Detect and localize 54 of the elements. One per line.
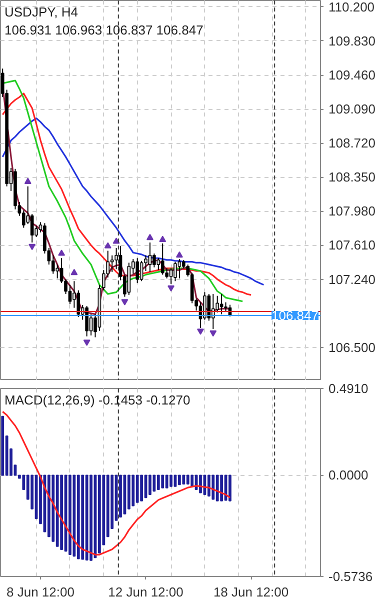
point bbox=[210, 330, 217, 337]
y-tick-label: 108.720 bbox=[328, 136, 376, 151]
candlestick bbox=[148, 242, 152, 272]
y-tick-label: 107.980 bbox=[328, 204, 376, 219]
candlestick bbox=[152, 253, 156, 268]
point bbox=[197, 328, 204, 335]
x-tick-label: 12 Jun 12:00 bbox=[108, 584, 184, 600]
candlestick bbox=[156, 258, 160, 271]
point bbox=[168, 285, 175, 292]
y-tick-label: 109.460 bbox=[328, 68, 376, 83]
candlestick bbox=[56, 264, 60, 279]
candlestick bbox=[224, 302, 228, 312]
point bbox=[176, 251, 183, 258]
candlestick bbox=[160, 242, 164, 276]
point bbox=[112, 238, 120, 244]
point bbox=[83, 340, 90, 346]
candlestick bbox=[51, 254, 55, 274]
y-tick-label: 109.830 bbox=[328, 33, 376, 48]
candlestick bbox=[68, 284, 72, 305]
point bbox=[121, 299, 128, 306]
chart-title: MACD(12,26,9) -0.1453 -0.1270 bbox=[4, 392, 190, 408]
candlestick bbox=[203, 292, 206, 320]
point bbox=[58, 250, 66, 256]
y-tick-label: 108.350 bbox=[328, 170, 376, 185]
candlestick bbox=[76, 290, 80, 318]
candlestick bbox=[22, 210, 26, 228]
x-tick-label: 18 Jun 12:00 bbox=[213, 584, 289, 600]
point bbox=[24, 178, 32, 184]
y-tick-label: 0.0000 bbox=[328, 468, 368, 483]
candlestick bbox=[220, 294, 224, 315]
y-tick-label: 106.500 bbox=[328, 340, 376, 355]
y-tick-label: 107.610 bbox=[328, 238, 376, 253]
line-series bbox=[2, 117, 264, 286]
chart-title: USDJPY, H4 bbox=[4, 4, 78, 20]
point bbox=[159, 236, 166, 242]
candlestick bbox=[178, 258, 182, 279]
candlestick bbox=[85, 305, 88, 337]
text: 106.931 106.963 106.837 106.847 bbox=[4, 22, 204, 38]
y-tick-label: 109.090 bbox=[328, 102, 376, 117]
candlestick bbox=[110, 254, 114, 272]
y-tick-label: -0.5736 bbox=[328, 569, 373, 584]
candlestick bbox=[136, 258, 140, 284]
y-tick-label: 110.200 bbox=[328, 0, 375, 14]
point bbox=[28, 244, 36, 250]
y-tick-label: 0.4910 bbox=[328, 381, 368, 396]
x-tick-label: 8 Jun 12:00 bbox=[6, 584, 74, 600]
point bbox=[146, 234, 154, 240]
candlestick bbox=[174, 261, 177, 282]
point bbox=[104, 242, 112, 248]
line-series bbox=[2, 410, 231, 556]
y-tick-label: 107.240 bbox=[328, 272, 376, 287]
point bbox=[70, 268, 78, 276]
candlestick bbox=[30, 213, 34, 243]
ref-line-label: 106.847 bbox=[272, 308, 319, 323]
